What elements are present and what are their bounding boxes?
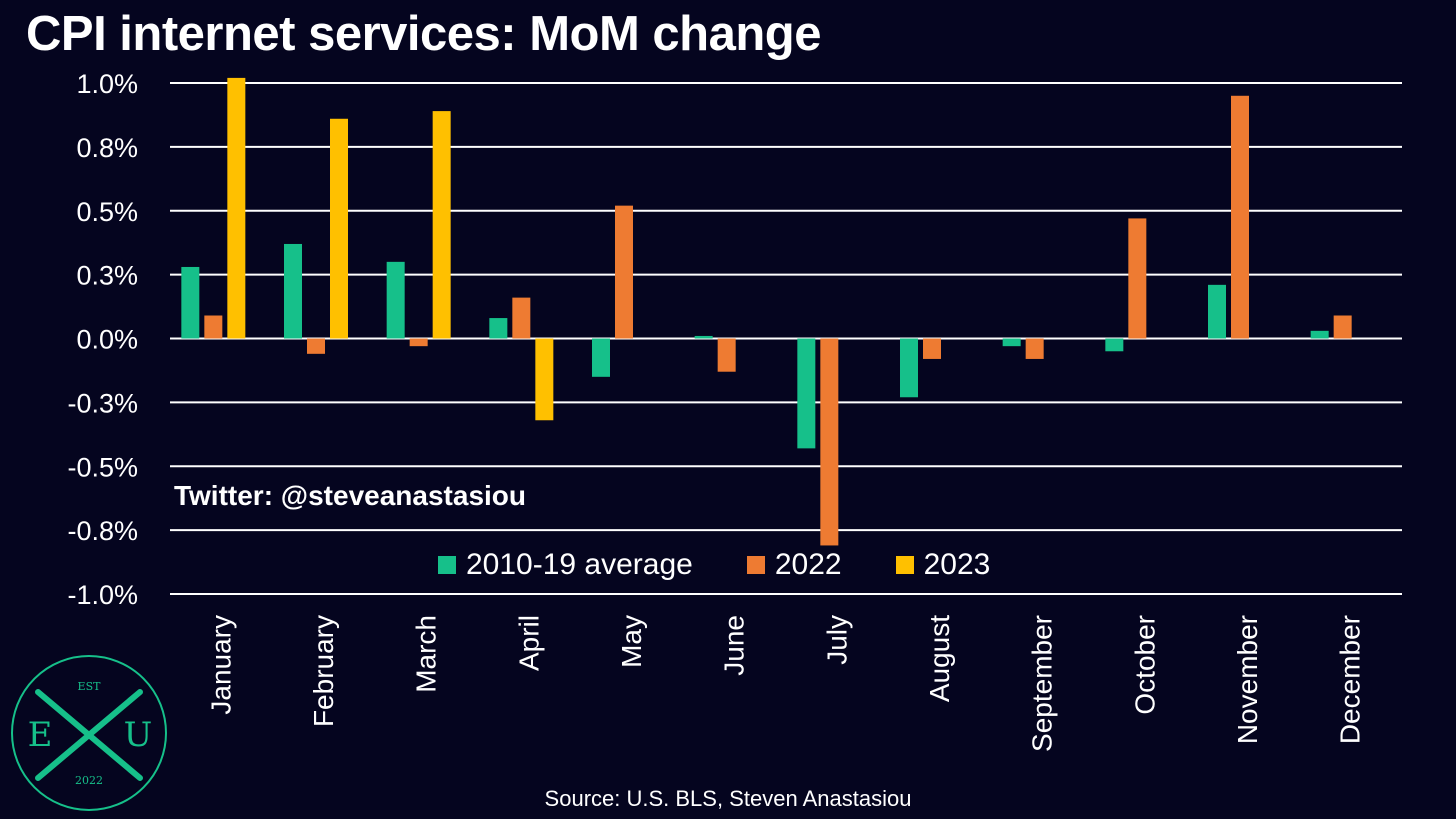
x-tick-label: June [719,615,750,676]
bar-march-2023 [432,111,451,339]
bar-january-2010-19-average [181,266,200,339]
chart-title: CPI internet services: MoM change [26,7,821,61]
logo-letter-u: U [124,715,153,755]
bar-december-2010-19-average [1310,330,1329,339]
y-tick-label: 0.3% [76,261,138,291]
bar-june-2022 [717,338,736,372]
x-tick-label: November [1232,615,1263,744]
legend-label-2022: 2022 [774,548,842,581]
x-tick-label: May [616,615,647,668]
twitter-handle: Twitter: @steveanastasiou [174,480,526,511]
bar-may-2010-19-average [592,338,610,377]
x-tick-label: January [205,615,236,715]
bar-march-2022 [409,338,428,347]
legend-item-2023: 2023 [895,548,991,582]
bars [181,77,1352,546]
legend-item-2022: 2022 [746,548,842,582]
y-tick-label: -0.3% [67,388,138,418]
x-tick-label: July [821,615,852,665]
bar-may-2022 [615,205,633,339]
bar-june-2010-19-average [694,335,713,339]
y-tick-label: -1.0% [67,580,138,610]
bar-october-2010-19-average [1105,338,1124,352]
y-tick-label: 1.0% [76,69,138,99]
bar-july-2022 [820,338,839,546]
bar-july-2010-19-average [797,338,816,449]
legend-item-2010-19: 2010-19 average [438,548,693,582]
legend: 2010-19 average 2022 2023 [438,548,1044,582]
bar-january-2022 [204,315,223,339]
bar-january-2023 [227,77,246,339]
bar-november-2010-19-average [1208,284,1226,339]
bar-february-2010-19-average [284,243,302,339]
source-note: Source: U.S. BLS, Steven Anastasiou [544,786,912,811]
bar-march-2010-19-average [386,261,405,339]
bar-april-2022 [512,297,531,339]
bar-august-2010-19-average [900,338,918,398]
x-tick-label: December [1335,615,1366,744]
y-tick-label: 0.0% [76,325,138,355]
bar-april-2010-19-average [489,318,508,339]
bar-april-2023 [535,338,554,421]
legend-label-2023: 2023 [923,548,991,581]
legend-swatch-2022 [746,556,765,574]
x-tick-label: March [411,615,442,693]
logo-year: 2022 [75,774,103,787]
y-tick-label: -0.5% [67,452,138,482]
bar-november-2022 [1231,95,1249,339]
logo-est: EST [78,680,102,693]
logo-ring-icon [11,655,167,811]
bar-december-2022 [1333,315,1352,339]
legend-swatch-2023 [895,556,914,574]
x-tick-label: February [308,615,339,727]
x-tick-label: September [1027,615,1058,752]
bar-february-2022 [307,338,325,354]
legend-swatch-2010-19 [438,556,456,574]
exu-logo: EST E U 2022 [11,655,167,811]
logo-letter-e: E [28,715,53,755]
x-tick-label: April [513,615,544,671]
x-tick-label: August [924,615,955,702]
y-tick-label: 0.5% [76,197,138,227]
legend-label-2010-19: 2010-19 average [466,548,693,581]
grid-lines [170,82,1402,595]
y-tick-label: 0.8% [76,133,138,163]
y-axis-tick-labels: 1.0% 0.8% 0.5% 0.3% 0.0% -0.3% -0.5% -0.8% -1.0% [67,69,138,610]
x-tick-label: October [1129,615,1160,715]
bar-october-2022 [1128,218,1147,339]
logo-cross-icon [35,689,143,781]
bar-september-2010-19-average [1002,338,1021,347]
y-tick-label: -0.8% [67,516,138,546]
bar-august-2022 [923,338,941,359]
x-axis-tick-labels: January February March April May June July Augu… [205,615,1365,752]
bar-september-2022 [1025,338,1044,359]
bar-february-2023 [330,118,348,339]
